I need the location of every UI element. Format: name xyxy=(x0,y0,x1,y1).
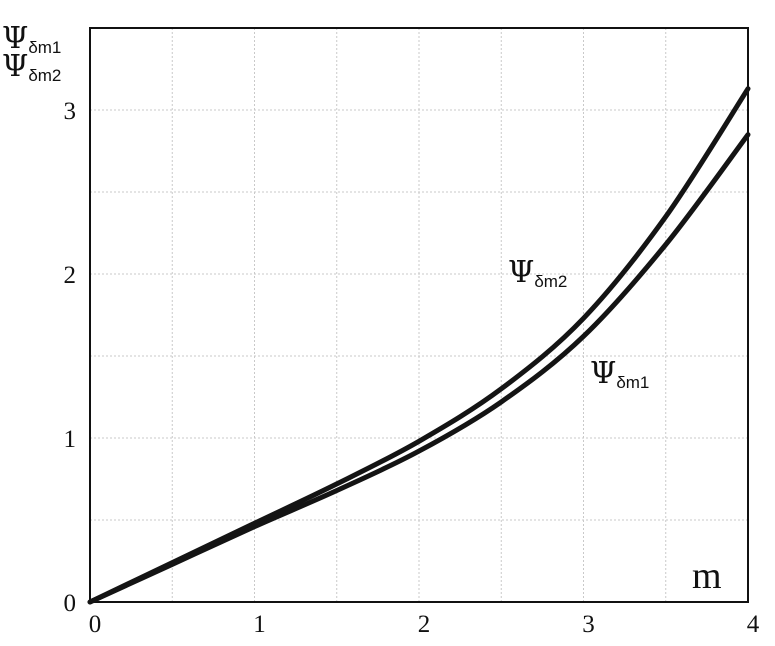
series-label-psi-dm1-symbol: Ψ xyxy=(590,356,616,391)
y-axis-label: Ψδm1 Ψδm2 xyxy=(2,21,61,85)
y-axis-label-2-symbol: Ψ xyxy=(2,49,28,84)
series-label-psi-dm2: Ψδm2 xyxy=(508,255,567,291)
x-tick-label: 3 xyxy=(582,611,595,638)
x-axis-label: m xyxy=(692,555,722,597)
y-axis-label-1-sub: δm1 xyxy=(28,38,61,57)
y-tick-label: 1 xyxy=(64,426,77,453)
y-tick-label: 0 xyxy=(64,590,77,617)
x-tick-label: 1 xyxy=(253,611,266,638)
y-axis-label-1-symbol: Ψ xyxy=(2,21,28,56)
series-label-psi-dm2-sub: δm2 xyxy=(534,272,567,291)
y-tick-labels: 0 1 2 3 xyxy=(64,98,77,617)
series-label-psi-dm1-sub: δm1 xyxy=(616,373,649,392)
series-layer xyxy=(87,86,751,605)
y-axis-label-2: Ψδm2 xyxy=(2,49,61,85)
series-label-psi-dm1: Ψδm1 xyxy=(590,356,649,392)
y-axis-label-2-sub: δm2 xyxy=(28,66,61,85)
series-line-psi-dm2 xyxy=(87,86,751,605)
x-tick-labels: 0 1 2 3 4 xyxy=(89,611,760,638)
y-tick-label: 3 xyxy=(64,98,77,125)
y-axis-label-1: Ψδm1 xyxy=(2,21,61,57)
x-tick-label: 0 xyxy=(89,611,102,638)
y-tick-label: 2 xyxy=(64,262,77,289)
x-tick-label: 4 xyxy=(747,611,760,638)
series-label-psi-dm2-symbol: Ψ xyxy=(508,255,534,290)
grid xyxy=(90,28,748,602)
x-tick-label: 2 xyxy=(418,611,431,638)
plot-frame xyxy=(89,27,749,603)
